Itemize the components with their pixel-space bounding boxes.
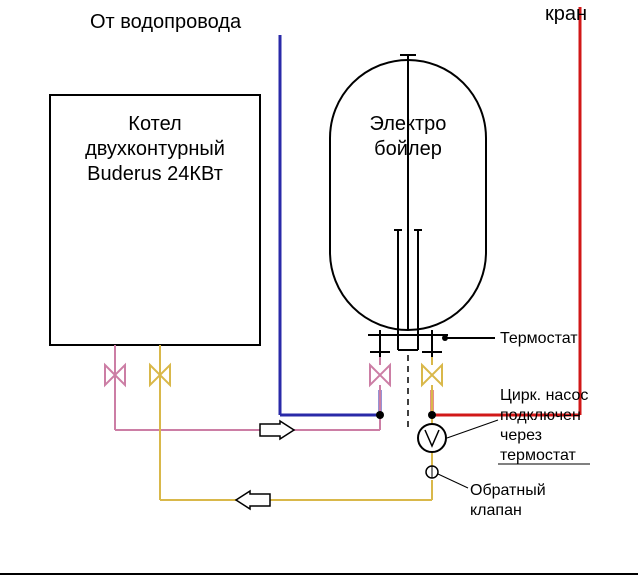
pump-label-2: подключен: [500, 407, 581, 424]
thermostat-label: Термостат: [500, 330, 578, 347]
heater-label-1: Электро: [370, 113, 447, 135]
valve-icon: [370, 365, 390, 385]
check-valve-label-2: клапан: [470, 502, 522, 519]
boiler-label-2: двухконтурный: [85, 138, 225, 160]
flow-arrow-icon: [260, 421, 294, 439]
pump-label-1: Цирк. насос: [500, 387, 588, 404]
boiler-label-1: Котел: [128, 113, 181, 135]
flow-arrow-icon: [236, 491, 270, 509]
valve-icon: [422, 365, 442, 385]
check-valve-label-1: Обратный: [470, 482, 546, 499]
pump-label-4: термостат: [500, 447, 577, 464]
tap-label: кран: [545, 3, 587, 25]
cold-supply-label: От водопровода: [90, 11, 242, 33]
boiler-label-3: Buderus 24КВт: [87, 163, 223, 185]
heating-schematic: От водопровода кран Котел двухконтурный Bude…: [0, 0, 638, 575]
heater-label-2: бойлер: [374, 138, 442, 160]
pump-label-3: через: [500, 427, 542, 444]
